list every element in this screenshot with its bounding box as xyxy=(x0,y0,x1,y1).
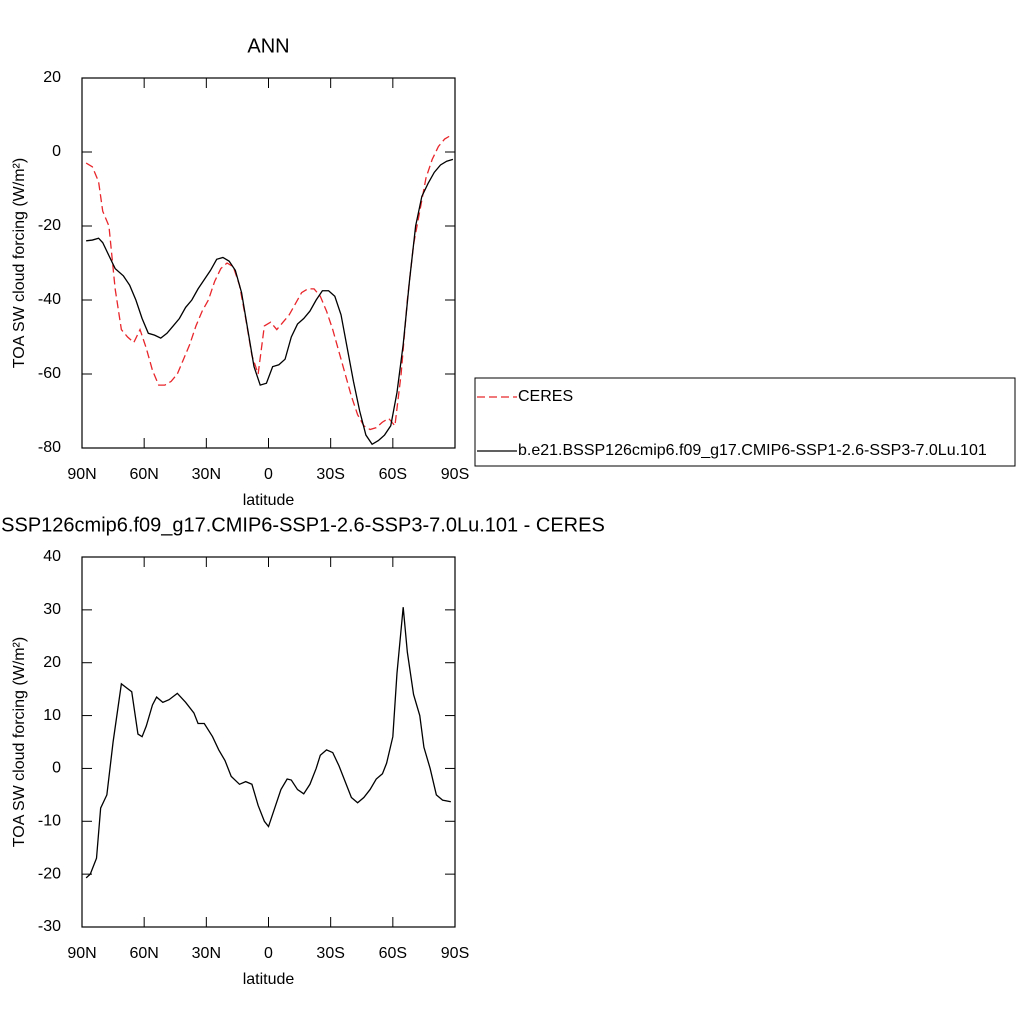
x-tick-label: 30S xyxy=(316,945,344,962)
data-line xyxy=(85,134,452,431)
data-line xyxy=(86,158,454,446)
x-tick-label: 60S xyxy=(379,466,407,483)
x-tick-label: 60N xyxy=(129,945,158,962)
y-tick-label: -20 xyxy=(38,865,61,882)
chart-title: ANN xyxy=(247,35,289,57)
x-tick-label: 30N xyxy=(192,945,221,962)
data-line xyxy=(85,607,451,879)
x-tick-label: 90N xyxy=(67,945,96,962)
chart-title: b.e21.BSSP126cmip6.f09_g17.CMIP6-SSP1-2.… xyxy=(0,514,605,536)
y-tick-label: 10 xyxy=(43,707,61,724)
y-tick-label: 0 xyxy=(52,760,61,777)
y-tick-label: -40 xyxy=(38,291,61,308)
y-tick-label: 30 xyxy=(43,601,61,618)
x-axis-label: latitude xyxy=(243,971,295,988)
y-tick-label: -20 xyxy=(38,217,61,234)
legend-label: CERES xyxy=(518,388,573,405)
plot-frame xyxy=(81,77,456,449)
x-tick-label: 0 xyxy=(264,466,273,483)
y-axis-label: TOA SW cloud forcing (W/m²) xyxy=(11,637,28,847)
x-tick-label: 90S xyxy=(441,945,469,962)
x-tick-label: 60N xyxy=(129,466,158,483)
x-tick-label: 90N xyxy=(67,466,96,483)
x-tick-label: 30S xyxy=(316,466,344,483)
y-tick-label: 40 xyxy=(43,548,61,565)
plot-frame xyxy=(81,556,456,928)
x-tick-label: 0 xyxy=(264,945,273,962)
y-tick-label: -60 xyxy=(38,365,61,382)
x-tick-label: 60S xyxy=(379,945,407,962)
y-tick-label: 0 xyxy=(52,143,61,160)
x-tick-label: 30N xyxy=(192,466,221,483)
y-tick-label: -80 xyxy=(38,439,61,456)
x-axis-label: latitude xyxy=(243,492,295,509)
y-tick-label: -30 xyxy=(38,918,61,935)
y-tick-label: -10 xyxy=(38,813,61,830)
legend-label: b.e21.BSSP126cmip6.f09_g17.CMIP6-SSP1-2.… xyxy=(518,442,987,459)
y-axis-label: TOA SW cloud forcing (W/m²) xyxy=(11,158,28,368)
y-tick-label: 20 xyxy=(43,654,61,671)
x-tick-label: 90S xyxy=(441,466,469,483)
legend-box xyxy=(474,377,1016,467)
y-tick-label: 20 xyxy=(43,69,61,86)
